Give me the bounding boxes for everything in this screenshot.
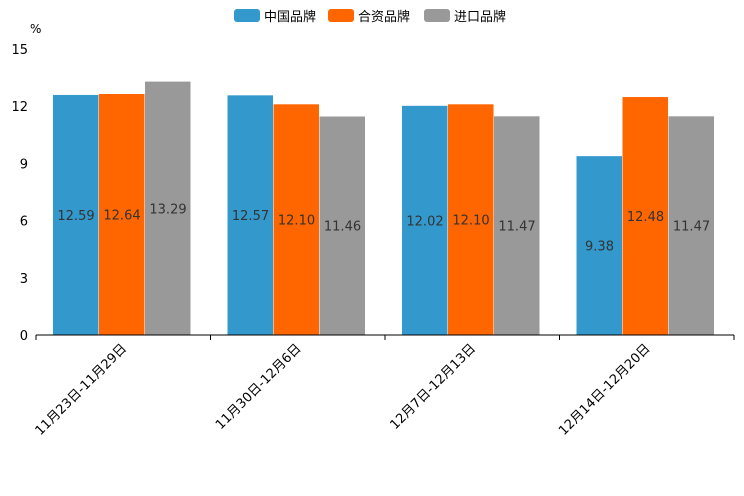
legend-label: 中国品牌 (264, 9, 316, 25)
x-tick-label: 12月7日-12月13日 (387, 341, 479, 433)
y-axis-unit: % (30, 22, 41, 36)
bar (145, 81, 191, 335)
x-tick-label: 11月30日-12月6日 (213, 341, 305, 433)
bar-value-label: 12.48 (627, 210, 664, 225)
bar (227, 95, 273, 335)
bar (99, 93, 145, 335)
x-tick-label: 11月23日-11月29日 (33, 341, 130, 438)
x-tick-label: 12月14日-12月20日 (556, 341, 653, 438)
bar-value-label: 11.47 (673, 220, 710, 235)
legend-swatch (234, 9, 260, 22)
bar (402, 105, 448, 335)
bar (273, 104, 319, 335)
x-axis: 11月23日-11月29日 11月30日-12月6日 12月7日-12月13日 12月… (33, 334, 735, 439)
legend-swatch (328, 9, 354, 22)
y-tick-label: 15 (11, 43, 28, 58)
bar-value-label: 12.64 (103, 208, 140, 223)
bar-value-label: 12.10 (452, 214, 489, 229)
bar (576, 156, 622, 335)
bar (622, 97, 668, 335)
y-tick-label: 3 (20, 272, 28, 287)
legend-label: 进口品牌 (454, 9, 506, 25)
bar-value-label: 11.46 (324, 220, 361, 235)
bar (448, 104, 494, 335)
y-tick-label: 9 (20, 157, 28, 172)
bar-value-label: 12.02 (406, 214, 443, 229)
bar (319, 116, 365, 335)
bar-value-label: 12.59 (57, 209, 94, 224)
legend-label: 合资品牌 (358, 9, 410, 25)
legend-swatch (424, 9, 450, 22)
legend: 中国品牌 合资品牌 进口品牌 (234, 9, 506, 25)
bar-value-label: 11.47 (498, 220, 535, 235)
bar (668, 116, 714, 336)
y-tick-label: 12 (11, 100, 28, 115)
bar-value-label: 9.38 (585, 240, 614, 255)
bar-value-label: 12.57 (232, 209, 269, 224)
y-tick-label: 6 (20, 215, 28, 230)
y-axis: 0 3 6 9 12 15 (11, 43, 28, 344)
bar-value-label: 13.29 (149, 202, 186, 217)
y-tick-label: 0 (20, 329, 28, 344)
bar-value-label: 12.10 (278, 214, 315, 229)
bars: 12.59 12.64 13.29 12.57 12.10 11.46 12.02 12.10… (53, 81, 714, 336)
bar (494, 116, 540, 336)
bar (53, 94, 99, 335)
